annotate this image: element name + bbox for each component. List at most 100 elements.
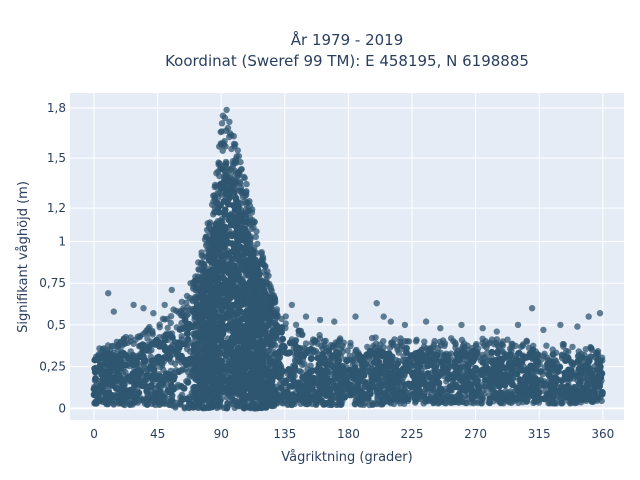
data-point <box>229 301 237 309</box>
data-point <box>494 342 502 349</box>
data-point <box>351 355 359 363</box>
data-point <box>331 382 338 390</box>
data-point <box>395 368 403 376</box>
data-point <box>253 228 260 235</box>
data-point <box>95 396 103 403</box>
data-point <box>350 387 358 395</box>
data-point <box>465 368 473 376</box>
data-point <box>144 401 151 408</box>
data-point <box>296 345 304 352</box>
data-point <box>493 349 501 356</box>
data-point <box>438 370 446 377</box>
data-point <box>403 338 411 345</box>
data-point <box>240 390 248 398</box>
data-point <box>121 340 128 348</box>
data-point <box>368 348 376 356</box>
data-point <box>199 336 207 343</box>
data-point <box>183 330 191 337</box>
data-point <box>502 371 510 379</box>
data-point <box>237 184 245 191</box>
data-point <box>223 287 230 295</box>
data-point <box>242 314 250 322</box>
data-point <box>295 327 302 334</box>
data-point <box>226 118 233 126</box>
data-point <box>151 397 158 404</box>
data-point <box>108 343 116 350</box>
data-point <box>181 316 189 324</box>
data-point <box>314 340 321 347</box>
data-point <box>161 346 169 354</box>
data-point <box>252 233 259 240</box>
data-point <box>431 337 438 345</box>
data-point <box>223 251 231 259</box>
data-point <box>133 360 141 367</box>
data-point <box>211 181 219 189</box>
data-point <box>284 388 291 396</box>
data-point <box>249 314 257 321</box>
data-point <box>338 345 345 352</box>
data-point <box>203 226 211 234</box>
data-point <box>412 338 420 345</box>
data-point <box>170 306 177 313</box>
data-point <box>334 357 342 365</box>
data-point <box>149 364 157 372</box>
data-point <box>267 285 274 293</box>
data-point <box>536 395 544 402</box>
data-point <box>490 366 498 374</box>
data-points <box>90 106 606 412</box>
data-point <box>483 344 490 351</box>
data-point <box>472 364 479 372</box>
data-point <box>177 307 184 315</box>
data-point <box>221 276 229 284</box>
data-point <box>221 206 229 214</box>
data-point <box>575 356 583 364</box>
data-point <box>588 346 596 354</box>
data-point <box>101 345 108 352</box>
data-point <box>298 369 305 376</box>
data-point <box>249 206 256 213</box>
data-point <box>272 333 280 340</box>
data-point <box>569 343 576 351</box>
data-point <box>506 399 513 406</box>
data-point <box>289 377 297 384</box>
data-point <box>508 340 515 348</box>
data-point <box>256 393 264 401</box>
data-point <box>423 381 430 389</box>
data-point <box>204 325 212 332</box>
data-point <box>191 334 199 341</box>
data-point <box>167 313 175 320</box>
data-point <box>513 370 521 378</box>
data-point <box>543 342 550 349</box>
data-point <box>498 380 506 388</box>
data-point <box>320 354 328 361</box>
data-point <box>249 267 256 275</box>
data-point <box>389 369 396 377</box>
data-point <box>175 368 183 376</box>
data-point <box>315 389 322 397</box>
data-point <box>254 240 261 247</box>
data-point <box>450 338 457 345</box>
data-point <box>413 368 420 375</box>
data-point <box>318 397 325 404</box>
data-point <box>207 240 215 247</box>
data-point <box>218 314 226 321</box>
data-point <box>91 400 98 407</box>
data-point <box>541 394 549 402</box>
data-point <box>564 382 571 390</box>
data-point <box>205 256 213 264</box>
data-point <box>462 399 469 407</box>
data-point <box>334 374 342 382</box>
data-point <box>191 313 198 320</box>
data-point <box>564 356 572 364</box>
data-point <box>143 346 150 354</box>
data-point <box>203 386 211 394</box>
data-point <box>351 370 359 378</box>
data-point <box>243 201 250 208</box>
data-point <box>244 322 252 329</box>
data-point <box>250 338 258 345</box>
data-point <box>218 128 226 135</box>
data-point <box>451 358 459 366</box>
data-point <box>592 350 600 358</box>
data-point <box>289 371 296 379</box>
data-point <box>236 320 244 327</box>
